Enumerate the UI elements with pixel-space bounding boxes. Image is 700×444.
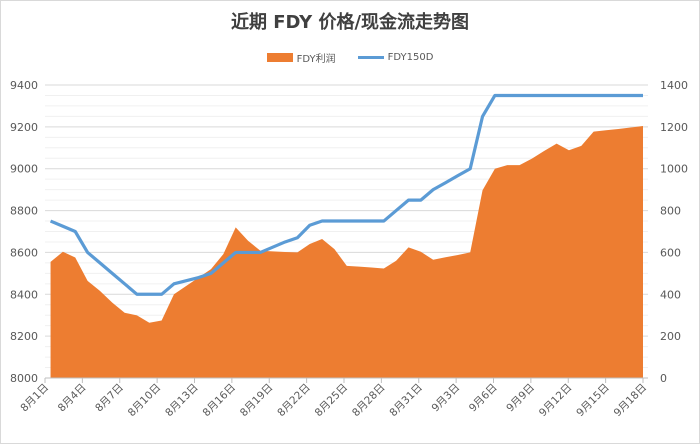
left-axis-tick-label: 8800 <box>10 205 38 218</box>
x-axis-tick-label: 9月9日 <box>504 382 537 415</box>
legend-label: FDY150D <box>387 52 434 63</box>
x-axis-tick-label: 8月22日 <box>275 382 313 420</box>
x-axis-tick-label: 8月25日 <box>313 382 351 420</box>
right-axis-tick-label: 200 <box>660 330 681 343</box>
right-axis-tick-label: 600 <box>660 246 681 259</box>
x-axis-tick-label: 8月10日 <box>126 382 164 420</box>
right-axis-tick-label: 1200 <box>660 121 688 134</box>
x-axis-tick-label: 8月28日 <box>350 382 388 420</box>
left-axis-tick-label: 8600 <box>10 246 38 259</box>
x-axis-tick-label: 9月3日 <box>429 382 462 415</box>
x-axis-tick-label: 9月18日 <box>612 382 650 420</box>
area-series-profit <box>50 126 643 379</box>
left-axis-tick-label: 8000 <box>10 372 38 385</box>
x-axis-tick-label: 9月12日 <box>537 382 575 420</box>
left-axis-tick-label: 9200 <box>10 121 38 134</box>
left-axis-tick-label: 9400 <box>10 79 38 92</box>
right-axis-tick-label: 1400 <box>660 79 688 92</box>
right-axis-tick-label: 1000 <box>660 163 688 176</box>
x-axis-tick-label: 9月15日 <box>574 382 612 420</box>
right-axis-tick-label: 800 <box>660 205 681 218</box>
right-axis-tick-label: 0 <box>660 372 667 385</box>
right-axis-tick-label: 400 <box>660 288 681 301</box>
left-axis-tick-label: 8400 <box>10 288 38 301</box>
x-axis-tick-label: 8月16日 <box>200 382 238 420</box>
x-axis-tick-label: 8月19日 <box>238 382 276 420</box>
left-axis-tick-label: 9000 <box>10 163 38 176</box>
legend-label: FDY利润 <box>296 54 336 65</box>
chart-title: 近期 FDY 价格/现金流走势图 <box>230 12 470 33</box>
legend-item-profit: FDY利润 <box>266 50 336 65</box>
line-series-price <box>49 93 643 296</box>
legend: FDY利润 FDY150D <box>0 50 700 65</box>
x-axis-tick-label: 9月6日 <box>467 382 500 415</box>
x-axis-tick-label: 8月1日 <box>18 382 51 415</box>
left-axis-tick-label: 8200 <box>10 330 38 343</box>
x-axis-tick-label: 8月7日 <box>93 382 126 415</box>
x-axis-tick-label: 8月4日 <box>56 382 89 415</box>
legend-swatch-line <box>357 56 384 59</box>
legend-swatch-area <box>266 53 293 62</box>
x-axis-tick-label: 8月31日 <box>387 382 425 420</box>
x-axis-tick-label: 8月13日 <box>163 382 201 420</box>
legend-item-price: FDY150D <box>357 50 434 65</box>
